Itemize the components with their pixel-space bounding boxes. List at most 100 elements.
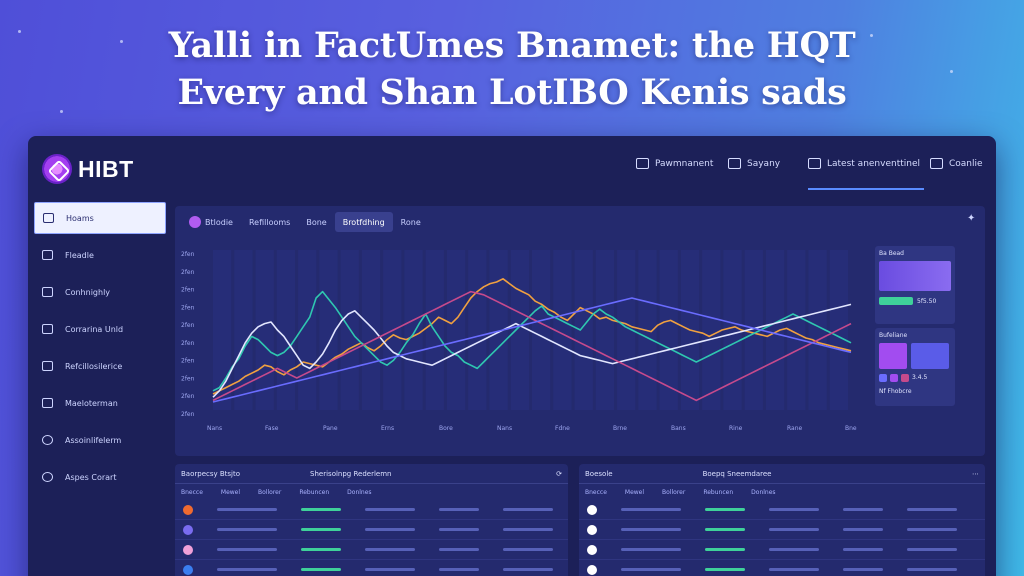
sidebar-item-2[interactable]: Conhnighly [34, 276, 166, 308]
sidebar-item-label: Aspes Corart [65, 472, 117, 482]
sidebar-item-home[interactable]: Hoams [34, 202, 166, 234]
x-tick-label: Fase [265, 425, 279, 432]
grid-column [553, 250, 572, 410]
widget-graphic [879, 261, 951, 291]
tab-label: Btlodie [205, 217, 233, 227]
widget-title: Ba Bead [879, 250, 904, 257]
grid-column [532, 250, 551, 410]
nav-item-1[interactable]: Sayany [728, 158, 780, 169]
monitor-icon [42, 361, 53, 371]
sidebar-item-4[interactable]: Refcillosilerice [34, 350, 166, 382]
grid-column [723, 250, 742, 410]
column-header[interactable]: Rebuncen [703, 488, 734, 496]
table-row[interactable] [175, 560, 568, 576]
grid-column [510, 250, 529, 410]
cell-bar [439, 568, 479, 571]
cell-bar [705, 508, 745, 511]
grid-column [787, 250, 806, 410]
cell-bar [439, 508, 479, 511]
chart-tab-3[interactable]: Brotfdhing [334, 212, 393, 232]
cell-bar [769, 568, 819, 571]
cell-bar [843, 548, 883, 551]
tab-label: Refillooms [248, 217, 291, 227]
nav-item-0[interactable]: Pawmnanent [636, 158, 713, 169]
chart-tab-1[interactable]: Refillooms [241, 212, 298, 232]
cell-bar [301, 528, 341, 531]
grid-column [213, 250, 232, 410]
chart-tab-0[interactable]: Btlodie [181, 212, 241, 232]
app-logo[interactable]: HIBT [42, 154, 134, 184]
nav-item-2[interactable]: Latest anenventtinel [808, 158, 925, 190]
chart-tab-2[interactable]: Bone [298, 212, 334, 232]
settings-icon[interactable]: ✦ [967, 213, 976, 224]
nav-label: Coanlie [949, 158, 983, 169]
sidebar-item-3[interactable]: Corrarina Unld [34, 313, 166, 345]
y-tick-label: 2fen [181, 304, 195, 311]
grid-column [446, 250, 466, 410]
sparkle [870, 34, 873, 37]
column-header[interactable]: Bnecce [181, 488, 203, 496]
grid-column [574, 250, 593, 410]
grid-column [617, 250, 636, 410]
grid-column [765, 250, 785, 410]
coin-icon [587, 524, 597, 535]
cell-bar [621, 528, 681, 531]
y-tick-label: 2fen [181, 393, 195, 400]
sidebar-item-5[interactable]: Maeloterman [34, 387, 166, 419]
table-row[interactable] [579, 500, 985, 520]
cell-bar [301, 508, 341, 511]
table-left: Baorpecsy Btsjto Sherisolnpg Rederlemn ⟳… [175, 464, 568, 576]
x-tick-label: Brne [613, 425, 627, 432]
table-title: Boesole [585, 469, 613, 478]
column-header[interactable]: Donlnes [751, 488, 776, 496]
more-icon[interactable]: ⋯ [972, 469, 979, 478]
sidebar-item-6[interactable]: Assoinlifelerm [34, 424, 166, 456]
refresh-icon[interactable]: ⟳ [556, 469, 562, 478]
y-tick-label: 2fen [181, 322, 195, 329]
sparkle [18, 30, 21, 33]
nav-item-3[interactable]: Coanlie [930, 158, 983, 169]
sidebar-item-1[interactable]: Fleadle [34, 239, 166, 271]
cell-bar [503, 528, 553, 531]
series-line-2 [212, 303, 852, 398]
cell-bar [705, 548, 745, 551]
cell-bar [217, 508, 277, 511]
column-header[interactable]: Bollorer [662, 488, 686, 496]
cell-bar [217, 568, 277, 571]
coin-icon [587, 564, 597, 575]
table-row[interactable] [579, 520, 985, 540]
widget-stats[interactable]: Bufeliane 3.4.5 Nf Fhobcre [875, 328, 955, 406]
column-header[interactable]: Mewel [220, 488, 241, 496]
table-row[interactable] [579, 560, 985, 576]
table-header: Baorpecsy Btsjto Sherisolnpg Rederlemn ⟳ [175, 464, 568, 484]
table-row[interactable] [175, 540, 568, 560]
x-tick-label: Bne [845, 425, 857, 432]
grid-column [595, 250, 615, 410]
coin-icon [183, 544, 193, 555]
document-icon [636, 158, 649, 169]
column-header[interactable]: Bnecce [585, 488, 607, 496]
sparkle [60, 110, 63, 113]
cell-bar [907, 508, 957, 511]
widget-title: Nf Fhobcre [879, 388, 912, 395]
column-header[interactable]: Rebuncen [299, 488, 330, 496]
sidebar-item-label: Hoams [66, 213, 94, 223]
table-row[interactable] [175, 520, 568, 540]
chart-tab-4[interactable]: Rone [393, 212, 429, 232]
column-header[interactable]: Mewel [624, 488, 645, 496]
series-line-4 [212, 297, 852, 403]
x-tick-label: Nans [207, 425, 222, 432]
table-row[interactable] [175, 500, 568, 520]
color-swatch [901, 374, 909, 382]
grid-column [319, 250, 338, 410]
column-header[interactable]: Donlnes [347, 488, 372, 496]
sparkle [950, 70, 953, 73]
table-row[interactable] [579, 540, 985, 560]
grid-column [489, 250, 508, 410]
widget-price[interactable]: Ba Bead 5f5.50 [875, 246, 955, 324]
sidebar-item-7[interactable]: Aspes Corart [34, 461, 166, 493]
nav-label: Latest anenventtinel [827, 158, 921, 169]
edit-icon [42, 324, 53, 334]
logo-icon [42, 154, 72, 184]
column-header[interactable]: Bollorer [258, 488, 282, 496]
